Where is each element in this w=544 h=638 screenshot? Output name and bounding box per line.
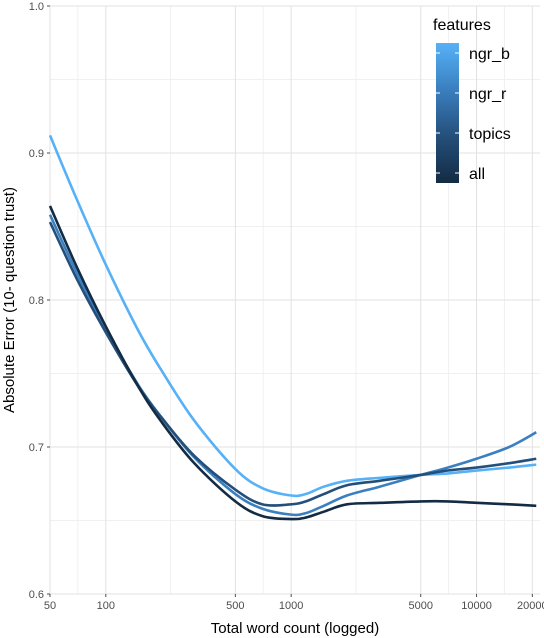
x-tick-label: 10000: [461, 600, 492, 612]
series-lines: [48, 134, 537, 521]
y-axis-title: Absolute Error (10- question trust): [1, 187, 18, 413]
x-tick-label: 1000: [279, 600, 303, 612]
plot-panel: [48, 5, 540, 595]
legend-title: features: [433, 17, 491, 34]
legend-label-ngr-r: ngr_r: [469, 86, 507, 103]
x-tick-label: 50: [44, 600, 56, 612]
y-tick-label: 0.9: [29, 148, 44, 160]
legend-label-all: all: [469, 166, 485, 183]
series-line-all: [48, 205, 537, 521]
legend-label-topics: topics: [469, 126, 511, 143]
y-tick-label: 1.0: [29, 1, 44, 13]
x-tick-label: 5000: [408, 600, 432, 612]
legend-colorbar-rect: [436, 43, 459, 183]
y-tick-label: 0.7: [29, 442, 44, 454]
legend-label-ngr-b: ngr_b: [469, 46, 510, 63]
x-tick-label: 100: [97, 600, 115, 612]
series-line-ngr-b: [48, 134, 537, 498]
y-tick-label: 0.6: [29, 589, 44, 601]
x-tick-label: 500: [226, 600, 244, 612]
legend-colorbar: [436, 43, 459, 183]
y-tick-label: 0.8: [29, 295, 44, 307]
y-axis-ticks: 0.6 0.7 0.8 0.9 1.0: [29, 1, 50, 601]
x-axis-title: Total word count (logged): [211, 620, 379, 637]
